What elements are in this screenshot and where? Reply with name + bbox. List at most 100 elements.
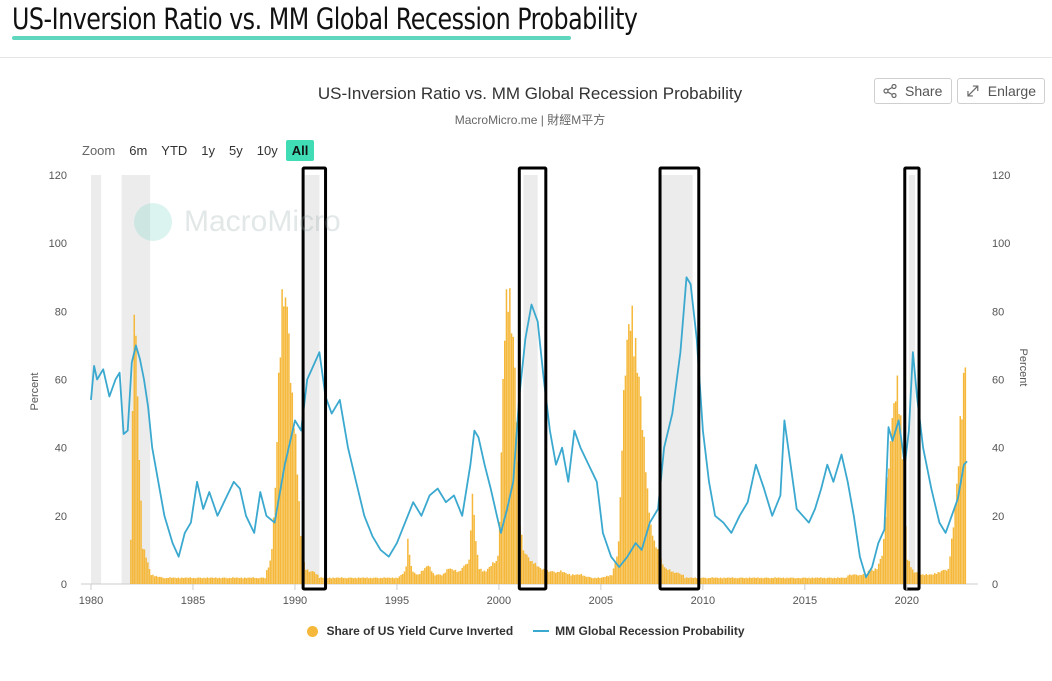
inversion-bar [340, 577, 343, 584]
inversion-bar [179, 578, 181, 584]
inversion-bar [366, 577, 368, 584]
inversion-bar [322, 577, 324, 584]
inversion-bar [730, 577, 732, 584]
inversion-bar [820, 577, 822, 584]
inversion-bar [332, 577, 334, 584]
inversion-bar [330, 578, 333, 584]
inversion-bar [243, 577, 246, 584]
inversion-bar [345, 578, 348, 584]
inversion-bar [211, 577, 214, 584]
inversion-bar [650, 524, 652, 584]
inversion-bar [181, 577, 183, 584]
enlarge-button[interactable]: Enlarge [957, 78, 1045, 104]
inversion-bar [286, 306, 288, 584]
inversion-bar [225, 577, 227, 584]
recession-band [305, 175, 320, 584]
panel-divider [0, 57, 1052, 58]
macromicro-logo-icon [134, 203, 172, 241]
inversion-bar [342, 578, 345, 584]
zoom-label: Zoom [82, 143, 116, 158]
x-tick-label: 2005 [589, 595, 613, 607]
inversion-bar [444, 572, 447, 584]
inversion-bar [738, 577, 741, 584]
inversion-bar [860, 575, 863, 584]
highlight-box [903, 166, 921, 591]
inversion-bar [182, 578, 185, 584]
inversion-bar [728, 577, 730, 584]
inversion-bar [588, 577, 591, 584]
chart-title: US-Inversion Ratio vs. MM Global Recessi… [317, 84, 743, 103]
inversion-bar [454, 569, 457, 584]
inversion-bar [328, 577, 331, 584]
legend-line-marker [533, 630, 550, 632]
inversion-bar [583, 575, 586, 584]
inversion-bar [344, 577, 346, 584]
inversion-bar [935, 573, 938, 584]
inversion-bar [560, 570, 562, 584]
inversion-bar [701, 577, 703, 584]
inversion-bar [561, 572, 564, 584]
inversion-bar [726, 577, 729, 584]
inversion-bar [266, 570, 268, 584]
range-all-button[interactable]: All [285, 140, 315, 161]
inversion-bar [393, 578, 396, 584]
inversion-bar [840, 577, 843, 584]
inversion-bar [923, 575, 926, 584]
inversion-bar [531, 560, 533, 584]
legend-item-inversion[interactable]: Share of US Yield Curve Inverted [307, 624, 513, 638]
inversion-bar [633, 356, 635, 584]
inversion-bar [483, 570, 486, 584]
inversion-bar [672, 571, 674, 584]
inversion-bar [162, 577, 164, 584]
inversion-bar [680, 574, 683, 584]
inversion-bar [891, 418, 894, 584]
inversion-bar [784, 578, 786, 584]
range-6m-button[interactable]: 6m [129, 143, 148, 158]
inversion-bar [213, 577, 215, 584]
inversion-bar [716, 577, 718, 584]
inversion-bar [184, 577, 186, 584]
inversion-bar [359, 577, 362, 584]
share-button[interactable]: Share [874, 78, 952, 104]
inversion-bar [369, 577, 372, 584]
inversion-bar [687, 577, 690, 584]
highlight-box [517, 166, 548, 591]
y-tick-label-left: 120 [49, 170, 67, 182]
inversion-bar [481, 571, 484, 584]
inversion-bar [602, 577, 605, 584]
range-selector: Zoom 6m YTD 1y 5y 10y All [82, 140, 316, 161]
inversion-bar [796, 577, 798, 584]
inversion-bar [554, 572, 557, 584]
range-5y-button[interactable]: 5y [229, 143, 243, 158]
inversion-bar [390, 578, 392, 584]
inversion-bar [279, 357, 282, 584]
y-axis-title-right: Percent [1017, 349, 1029, 387]
inversion-bar [767, 577, 769, 584]
inversion-bar [925, 573, 928, 584]
range-1y-button[interactable]: 1y [201, 143, 216, 158]
inversion-bar [871, 569, 873, 584]
inversion-bar [223, 577, 226, 584]
inversion-bar [201, 578, 203, 584]
inversion-bar [398, 576, 401, 584]
x-tick-label: 2015 [793, 595, 817, 607]
inversion-bar [283, 306, 285, 584]
inversion-bar [289, 382, 292, 584]
inversion-bar [551, 571, 554, 584]
inversion-bar [458, 571, 460, 584]
inversion-bar [140, 500, 142, 584]
legend-item-recession[interactable]: MM Global Recession Probability [533, 624, 745, 638]
inversion-bar [339, 577, 341, 584]
inversion-bar [609, 575, 611, 584]
inversion-bar [311, 571, 314, 584]
range-ytd-button[interactable]: YTD [161, 143, 188, 158]
inversion-bar [604, 576, 606, 584]
inversion-bar [964, 367, 967, 584]
inversion-bar [306, 569, 309, 584]
inversion-bar [351, 577, 353, 584]
inversion-bar [203, 577, 205, 584]
inversion-bar [813, 578, 815, 584]
inversion-bar [928, 574, 931, 584]
y-tick-label-right: 20 [992, 511, 1004, 523]
range-10y-button[interactable]: 10y [256, 143, 278, 158]
